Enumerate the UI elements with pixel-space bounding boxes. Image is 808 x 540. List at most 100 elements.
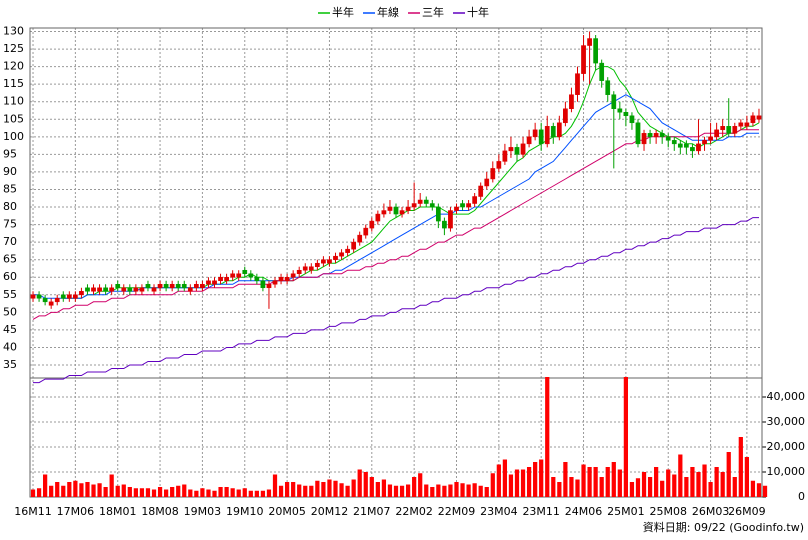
candle-body (97, 287, 102, 292)
candle-body (127, 287, 133, 292)
volume-bar (284, 482, 290, 497)
volume-bar (206, 489, 211, 497)
volume-bar (756, 483, 762, 497)
candle-body (435, 206, 441, 222)
y-tick-label: 130 (3, 25, 24, 38)
volume-bar (478, 485, 483, 497)
volume-bar (647, 477, 653, 497)
candle-body (85, 287, 90, 292)
volume-bar (272, 474, 278, 497)
volume-bar (303, 485, 308, 497)
volume-bar (593, 467, 598, 497)
candle-body (79, 291, 84, 296)
ma-line (33, 217, 759, 384)
candle-body (284, 276, 290, 282)
candle-body (133, 287, 139, 292)
volume-bar (115, 485, 120, 497)
legend-label: 三年 (422, 5, 444, 19)
volume-bar (490, 473, 495, 497)
candle-body (260, 280, 266, 289)
candle-body (484, 178, 490, 187)
candle-body (333, 255, 338, 260)
y-tick-label: 60 (3, 270, 17, 283)
candle-body (139, 287, 145, 292)
x-tick-label: 23M04 (480, 505, 518, 518)
candle-body (623, 112, 629, 117)
y-tick-label: 100 (3, 130, 24, 143)
candle-body (417, 199, 423, 204)
y-tick-label: 115 (3, 77, 24, 90)
volume-bar (176, 485, 181, 497)
y-tick-label: 120 (3, 60, 24, 73)
candle-body (212, 280, 217, 285)
volume-bar (557, 482, 562, 497)
volume-bar (297, 484, 302, 497)
volume-bar (315, 480, 320, 497)
candle-body (73, 294, 78, 299)
candle-body (369, 220, 375, 229)
candle-body (242, 269, 248, 274)
volume-bar (533, 462, 538, 497)
volume-bar (121, 484, 126, 497)
y-tick-label: 35 (3, 358, 17, 371)
candle-body (744, 122, 750, 127)
volume-bar (399, 485, 405, 497)
candle-body (327, 259, 332, 264)
volume-bar (732, 477, 737, 497)
volume-bar (345, 485, 350, 497)
y-tick-label: 65 (3, 253, 17, 266)
y-tick-label: 45 (3, 323, 17, 336)
candle-body (593, 38, 599, 64)
candle-body (738, 122, 744, 127)
volume-bar (454, 482, 459, 497)
candle-body (363, 227, 369, 236)
y-tick-label: 125 (3, 42, 24, 55)
candle-body (641, 133, 647, 145)
candle-body (442, 220, 447, 229)
volume-bar (351, 479, 356, 497)
volume-bar (520, 469, 526, 497)
candle-body (478, 185, 484, 197)
volume-bar (369, 477, 374, 497)
volume-bar (91, 484, 96, 497)
candle-body (520, 143, 526, 155)
candle-body (550, 126, 556, 138)
volume-bar (599, 477, 604, 497)
volume-bar (502, 459, 508, 497)
volume-bar (726, 452, 731, 497)
volume-bar (672, 474, 677, 497)
candle-body (726, 126, 732, 134)
candle-body (448, 210, 453, 229)
volume-bar (67, 482, 72, 497)
candle-body (617, 108, 623, 113)
volume-bar (339, 483, 344, 497)
candle-body (538, 129, 544, 145)
volume-bar (472, 483, 477, 497)
volume-bar (762, 485, 768, 497)
candle-body (187, 287, 193, 292)
volume-bar (635, 478, 641, 497)
candle-body (514, 147, 520, 155)
volume-bar (696, 472, 701, 497)
volume-bar (36, 488, 42, 497)
volume-bar (738, 437, 743, 497)
legend-label: 半年 (332, 5, 354, 19)
candle-body (587, 38, 592, 46)
y-tick-label: 80 (3, 200, 17, 213)
candle-body (163, 284, 169, 289)
x-tick-label: 25M08 (649, 505, 687, 518)
candle-body (151, 287, 157, 292)
x-tick-label: 20M12 (311, 505, 349, 518)
volume-bar (85, 482, 90, 497)
candle-body (732, 126, 738, 134)
candle-body (714, 129, 719, 138)
volume-bar (375, 482, 380, 497)
volume-bar (702, 464, 707, 497)
volume-bar (466, 484, 471, 497)
volume-bar (363, 472, 368, 497)
volume-bar (254, 490, 259, 497)
y2-tick-label: 40,000 (767, 390, 806, 403)
x-tick-label: 18M08 (141, 505, 179, 518)
volume-bar (224, 487, 229, 497)
y-tick-label: 40 (3, 340, 17, 353)
